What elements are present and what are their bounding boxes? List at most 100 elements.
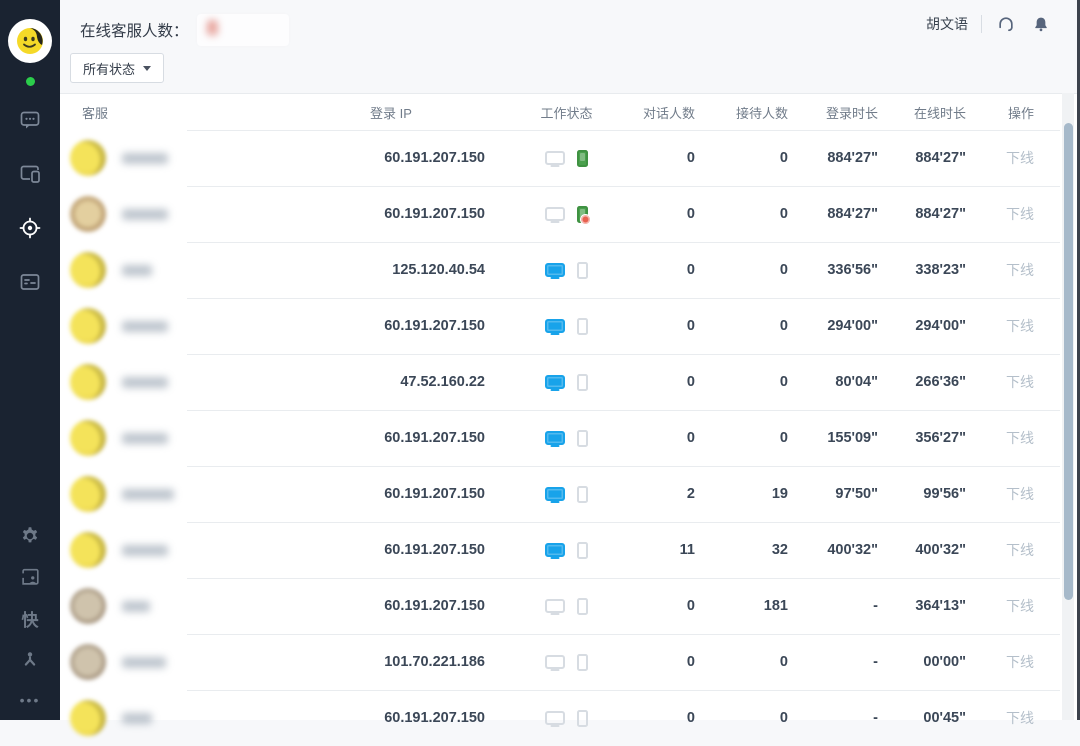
col-header-chat-count: 对话人数 [642,105,695,121]
offline-action-link[interactable]: 下线 [1006,654,1034,670]
avatar [70,196,106,232]
online-duration: 364'13" [915,598,966,614]
offline-action-link[interactable]: 下线 [1006,598,1034,614]
avatar [70,252,106,288]
mobile-status-icon [577,541,588,559]
table-header-row: 客服 登录 IP 工作状态 对话人数 接待人数 登录时长 在线时长 操作 [60,94,1080,130]
kuai-shortcut-icon[interactable]: 快 [21,610,39,630]
served-count: 181 [763,598,788,614]
headset-icon[interactable] [995,13,1017,35]
target-icon[interactable] [18,216,42,240]
notification-bell-icon[interactable] [1030,13,1052,35]
smiley-logo-icon [17,28,43,54]
current-user-name[interactable]: 胡文语 [926,16,968,32]
avatar [70,588,106,624]
agent-table-body: 60.191.207.150 0 0 884'27" 884'27" 下线 60… [60,130,1080,746]
chat-count: 0 [686,374,695,390]
login-duration: - [873,654,878,670]
offline-action-link[interactable]: 下线 [1006,374,1034,390]
card-list-icon[interactable] [18,270,42,294]
online-duration: 356'27" [915,430,966,446]
agent-ip: 60.191.207.150 [384,150,485,166]
online-duration: 00'00" [923,654,966,670]
login-duration: 884'27" [827,206,878,222]
mobile-status-icon [577,205,591,225]
offline-action-link[interactable]: 下线 [1006,430,1034,446]
status-filter-dropdown[interactable]: 所有状态 [70,53,165,83]
agent-ip: 60.191.207.150 [384,430,485,446]
served-count: 0 [779,374,788,390]
more-menu-icon[interactable]: ••• [19,692,41,708]
table-row: 101.70.221.186 0 0 - 00'00" 下线 [60,634,1080,690]
served-count: 0 [779,654,788,670]
avatar [70,140,106,176]
mobile-status-icon [577,261,588,279]
login-duration: 884'27" [827,150,878,166]
served-count: 0 [779,318,788,334]
chat-count: 0 [686,430,695,446]
chat-count: 0 [686,150,695,166]
agent-name-blur [122,432,168,444]
agent-name-blur [122,264,152,276]
table-row: 60.191.207.150 0 181 - 364'13" 下线 [60,578,1080,634]
col-header-login-ip: 登录 IP [370,105,412,121]
chat-count: 0 [686,654,695,670]
app-logo[interactable] [8,19,52,63]
agent-ip: 47.52.160.22 [400,374,485,390]
offline-action-link[interactable]: 下线 [1006,206,1034,222]
agent-name-blur [122,376,168,388]
offline-action-link[interactable]: 下线 [1006,710,1034,726]
devices-icon[interactable] [18,162,42,186]
online-duration: 400'32" [915,542,966,558]
desktop-status-icon [545,319,565,333]
online-duration: 338'23" [915,262,966,278]
login-duration: - [873,710,878,726]
desktop-status-icon [545,599,565,613]
scrollbar-thumb[interactable] [1064,123,1073,600]
login-duration: 294'00" [827,318,878,334]
page-title: 在线客服人数： [80,23,189,40]
offline-action-link[interactable]: 下线 [1006,542,1034,558]
online-status-dot [25,77,35,86]
offline-action-link[interactable]: 下线 [1006,486,1034,502]
desktop-status-icon [545,431,565,445]
scrollbar-track[interactable] [1062,93,1074,720]
agent-name-blur [122,152,168,164]
col-header-login-duration: 登录时长 [825,105,878,121]
offline-action-link[interactable]: 下线 [1006,150,1034,166]
col-header-online-duration: 在线时长 [913,105,966,121]
online-duration: 266'36" [915,374,966,390]
desktop-status-icon [545,207,565,221]
online-duration: 00'45" [923,710,966,726]
served-count: 0 [779,710,788,726]
settings-gear-icon[interactable] [18,524,42,548]
topbar: 在线客服人数： 8 胡文语 所有状态 [60,0,1080,93]
agent-ip: 60.191.207.150 [384,598,485,614]
person-share-icon[interactable] [18,647,42,671]
avatar [70,364,106,400]
avatar [70,308,106,344]
served-count: 0 [779,262,788,278]
chat-count: 0 [686,206,695,222]
desktop-status-icon [545,151,565,165]
online-duration: 884'27" [915,150,966,166]
served-count: 19 [771,486,788,502]
table-row: 60.191.207.150 0 0 - 00'45" 下线 [60,690,1080,746]
offline-action-link[interactable]: 下线 [1006,262,1034,278]
table-row: 47.52.160.22 0 0 80'04" 266'36" 下线 [60,354,1080,410]
avatar [70,644,106,680]
workspace-person-icon[interactable] [18,565,42,589]
col-header-agent: 客服 [82,105,109,121]
agent-name-blur [122,488,174,500]
offline-action-link[interactable]: 下线 [1006,318,1034,334]
chat-count: 0 [686,318,695,334]
login-duration: - [873,598,878,614]
chat-count: 11 [679,542,695,558]
status-filter-label: 所有状态 [83,61,136,77]
agent-ip: 125.120.40.54 [392,262,485,278]
login-duration: 80'04" [835,374,878,390]
window-right-edge [1077,0,1080,720]
served-count: 0 [779,430,788,446]
online-count-value: 8 [196,14,289,46]
chat-icon[interactable] [18,108,42,132]
